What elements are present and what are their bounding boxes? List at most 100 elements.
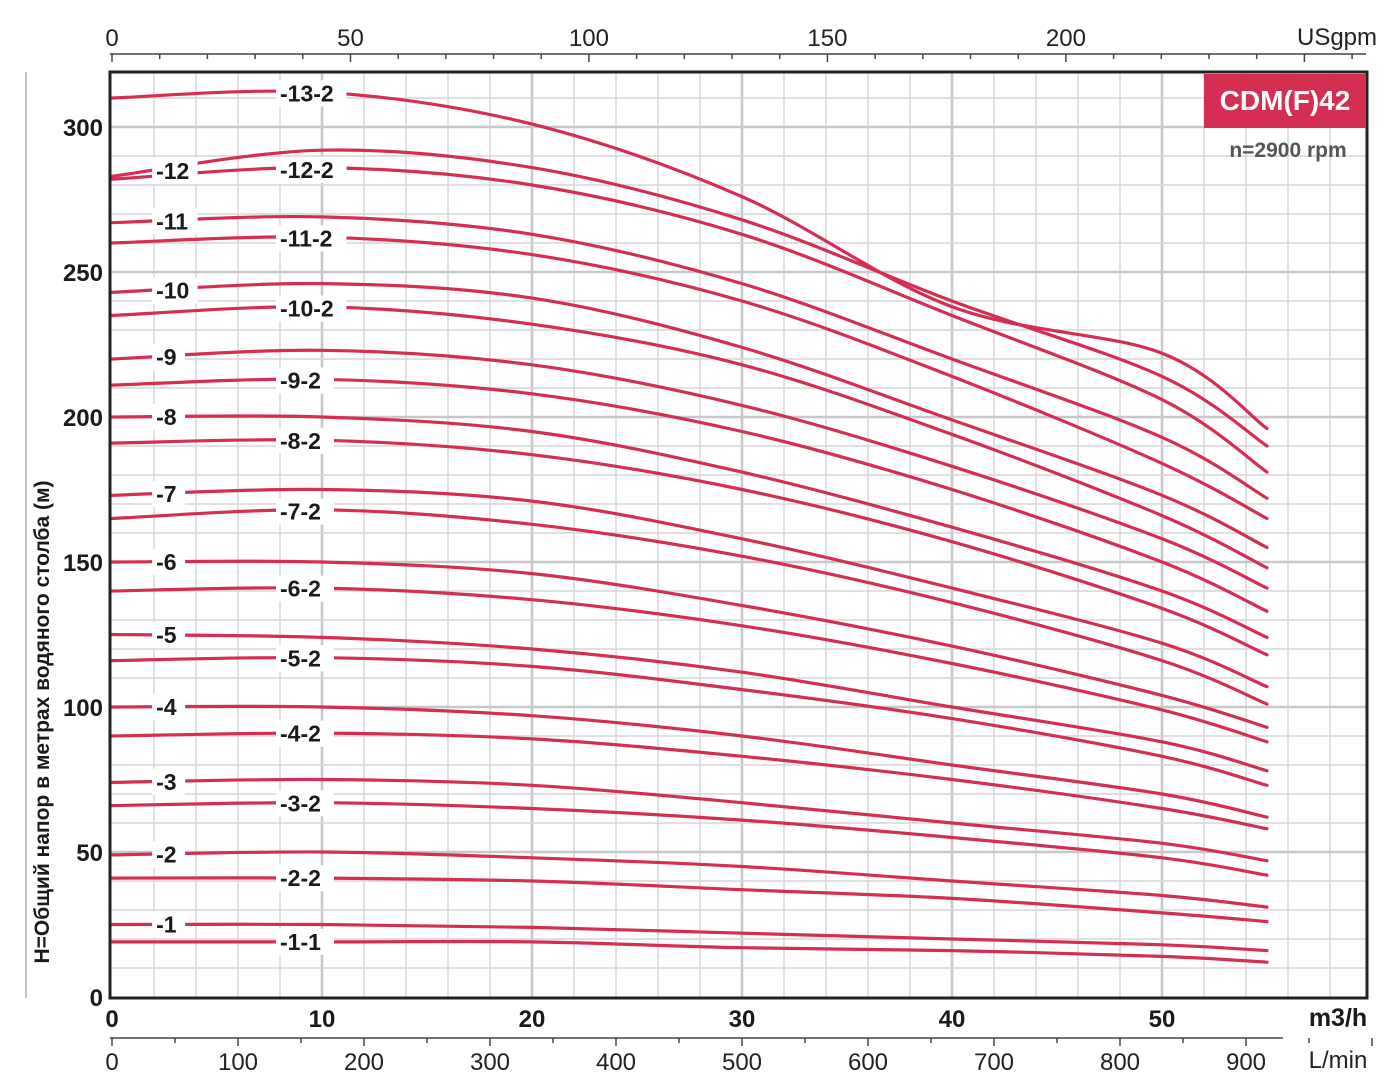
curve-label-6-2: -6-2 [280, 576, 321, 602]
curve-label-10: -10 [156, 277, 189, 303]
x-tick-label-lmin: 0 [105, 1049, 118, 1076]
x-tick-label-lmin: 700 [974, 1049, 1014, 1076]
x-tick-label-lmin: 600 [848, 1049, 888, 1076]
curve-5 [110, 632, 1269, 773]
x-tick-label-usgpm: 0 [105, 25, 118, 52]
curve-label-bg-4 [152, 694, 186, 720]
curve-label-bg-9 [152, 344, 186, 371]
curve-label-11-2: -11-2 [280, 225, 332, 251]
y-tick-label: 0 [90, 985, 103, 1012]
curve-label-bg-6 [152, 549, 186, 575]
curve-label-bg-4-2 [276, 720, 334, 747]
curve-label-bg-3 [152, 768, 186, 795]
curve-label-bg-11 [152, 208, 198, 235]
x-tick-label-lmin: 200 [344, 1049, 384, 1076]
axes: 0 50 100 150 200 250 300 0 10 20 30 40 50 0 100 200 300 4… [25, 25, 1373, 1076]
m3h-unit-label: m3/h [1309, 1004, 1367, 1032]
curve-label-1-1: -1-1 [280, 929, 321, 955]
curves [110, 89, 1269, 964]
x-tick-label-lmin: 300 [470, 1049, 510, 1076]
curve-label-bg-12-2 [276, 156, 347, 183]
curve-label-bg-2-2 [276, 865, 334, 892]
curve-label-bg-7 [152, 481, 186, 508]
curve-label-12-2: -12-2 [280, 157, 334, 183]
curve-label-5-2: -5-2 [280, 645, 321, 671]
curve-12 [110, 148, 1269, 448]
curve-label-bg-1-1 [276, 928, 334, 955]
model-name: CDM(F)42 [1220, 85, 1351, 116]
x-tick-label-usgpm: 200 [1046, 25, 1086, 52]
curve-label-7-2: -7-2 [280, 499, 321, 525]
curve-7-2 [110, 508, 1269, 706]
curve-label-4: -4 [156, 694, 177, 720]
x-tick-label-m3h: 30 [729, 1006, 756, 1033]
curve-label-7: -7 [156, 481, 176, 507]
x-tick-label-lmin: 800 [1100, 1049, 1140, 1076]
plot-frame [108, 70, 1369, 1000]
curve-label-2-2: -2-2 [280, 865, 321, 891]
curve-3 [110, 777, 1269, 863]
curve-label-bg-5-2 [276, 645, 334, 672]
curve-label-13-2: -13-2 [280, 80, 334, 106]
curve-label-bg-3-2 [276, 790, 334, 817]
curve-4 [110, 704, 1269, 819]
x-tick-label-lmin: 400 [596, 1049, 636, 1076]
y-tick-label: 150 [63, 550, 103, 577]
curve-label-9-2: -9-2 [280, 367, 321, 393]
curve-label-bg-10-2 [276, 295, 347, 322]
curve-label-9: -9 [156, 344, 176, 370]
curve-label-bg-1 [152, 911, 186, 938]
curve-label-5: -5 [156, 622, 177, 648]
model-badge: CDM(F)42 n=2900 rpm [1204, 74, 1366, 162]
curve-label-bg-5 [152, 622, 186, 649]
speed-label: n=2900 rpm [1229, 139, 1346, 162]
x-tick-label-lmin: 100 [218, 1049, 258, 1076]
x-tick-label-m3h: 20 [519, 1006, 546, 1033]
curve-2 [110, 850, 1269, 909]
curve-label-11: -11 [156, 208, 188, 234]
x-tick-label-usgpm: 100 [569, 25, 609, 52]
curve-label-bg-12 [152, 157, 198, 184]
y-tick-label: 250 [63, 260, 103, 287]
curve-10 [110, 281, 1269, 550]
model-badge-bg [1204, 74, 1366, 128]
curve-label-bg-8-2 [276, 427, 334, 454]
x-tick-label-usgpm: 150 [807, 25, 847, 52]
x-tick-label-usgpm: 50 [337, 25, 364, 52]
lmin-unit-label: L/min [1309, 1047, 1368, 1074]
curve-label-1: -1 [156, 912, 177, 938]
curve-label-bg-6-2 [276, 575, 334, 602]
curve-6 [110, 559, 1269, 729]
y-axis-label: H=Общий напор в метрах водяного столба (… [31, 480, 54, 963]
x-tick-label-m3h: 40 [939, 1006, 966, 1033]
y-tick-label: 100 [63, 695, 103, 722]
curve-label-bg-11-2 [276, 225, 347, 252]
curve-label-8-2: -8-2 [280, 428, 321, 454]
curve-9 [110, 348, 1269, 590]
curve-label-bg-7-2 [276, 498, 334, 525]
curve-label-4-2: -4-2 [280, 721, 321, 747]
curve-1 [110, 922, 1269, 953]
curve-7 [110, 487, 1269, 689]
x-tick-label-lmin: 900 [1226, 1049, 1266, 1076]
y-tick-label: 300 [63, 115, 103, 142]
curve-label-bg-10 [152, 277, 198, 304]
curve-label-2: -2 [156, 841, 176, 867]
curve-label-10-2: -10-2 [280, 296, 334, 322]
curve-labels: -13-2 -12 -12-2 -11 -11-2 -10 -10-2 -9 -9-2 -8 -8-… [152, 80, 347, 955]
curve-label-bg-2 [152, 841, 186, 868]
curve-label-bg-13-2 [276, 80, 347, 107]
x-tick-label-m3h: 10 [309, 1006, 336, 1033]
curve-label-bg-9-2 [276, 367, 334, 394]
curve-label-8: -8 [156, 404, 177, 430]
y-tick-label: 50 [76, 840, 103, 867]
curve-label-3: -3 [156, 769, 176, 795]
curve-label-6: -6 [156, 549, 176, 575]
curve-label-bg-8 [152, 404, 186, 430]
curve-label-12: -12 [156, 158, 189, 184]
y-tick-label: 200 [63, 405, 103, 432]
x-tick-label-m3h: 0 [105, 1006, 118, 1033]
usgpm-unit-label: USgpm [1297, 24, 1377, 51]
curve-label-3-2: -3-2 [280, 790, 321, 816]
